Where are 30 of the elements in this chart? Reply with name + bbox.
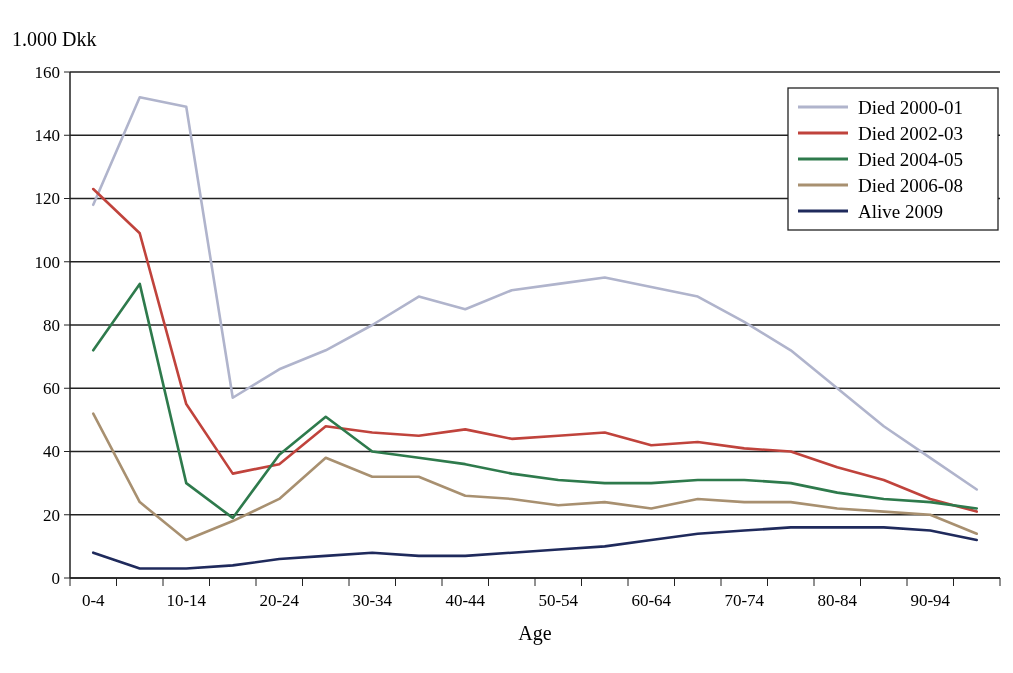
y-tick-label: 40 [43, 442, 60, 462]
y-tick-label: 20 [43, 505, 60, 525]
x-tick-label: 70-74 [724, 591, 765, 610]
x-tick-label: 80-84 [817, 591, 858, 610]
line-series [91, 282, 979, 520]
x-tick-label: 50-54 [538, 591, 579, 610]
x-axis-title: Age [518, 622, 552, 645]
legend-label: Died 2000-01 [858, 96, 964, 118]
line-series [91, 526, 979, 570]
legend-label: Died 2006-08 [858, 174, 964, 196]
y-tick-label: 160 [34, 62, 60, 82]
y-tick-label: 0 [51, 568, 60, 588]
x-tick-label: 30-34 [352, 591, 393, 610]
legend-label: Died 2002-03 [858, 122, 964, 144]
line-series [91, 412, 979, 542]
legend-label: Alive 2009 [858, 200, 943, 222]
x-tick-label: 0-4 [81, 591, 106, 610]
legend-label: Died 2004-05 [858, 148, 964, 170]
line-series [91, 96, 979, 491]
x-tick-label: 40-44 [445, 591, 486, 610]
y-tick-label: 140 [34, 126, 60, 146]
y-axis-title: 1.000 Dkk [12, 28, 97, 50]
y-tick-label: 120 [34, 189, 60, 209]
x-tick-label: 90-94 [910, 591, 951, 610]
x-tick-label: 20-24 [259, 591, 300, 610]
y-tick-label: 80 [43, 315, 60, 335]
x-tick-label: 60-64 [631, 591, 672, 610]
y-tick-label: 100 [34, 252, 60, 272]
y-tick-label: 60 [43, 379, 60, 399]
x-tick-label: 10-14 [166, 591, 207, 610]
